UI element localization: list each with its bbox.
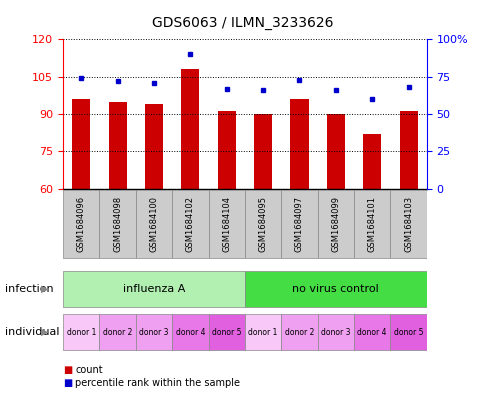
Text: no virus control: no virus control — [292, 284, 378, 294]
Text: GSM1684104: GSM1684104 — [222, 196, 231, 252]
Bar — [108, 101, 126, 189]
Text: ■: ■ — [63, 365, 72, 375]
FancyBboxPatch shape — [317, 314, 353, 350]
FancyBboxPatch shape — [390, 314, 426, 350]
Bar — [181, 69, 199, 189]
Text: donor 2: donor 2 — [103, 328, 132, 336]
FancyBboxPatch shape — [63, 271, 244, 307]
Text: infection: infection — [5, 284, 53, 294]
Text: donor 4: donor 4 — [357, 328, 386, 336]
Text: GSM1684099: GSM1684099 — [331, 196, 340, 252]
Text: donor 4: donor 4 — [175, 328, 205, 336]
Text: donor 1: donor 1 — [66, 328, 96, 336]
Text: count: count — [75, 365, 103, 375]
Bar — [326, 114, 344, 189]
FancyBboxPatch shape — [317, 190, 353, 258]
Text: GSM1684096: GSM1684096 — [76, 196, 86, 252]
FancyBboxPatch shape — [136, 190, 172, 258]
Text: ▶: ▶ — [41, 327, 48, 337]
FancyBboxPatch shape — [136, 314, 172, 350]
FancyBboxPatch shape — [99, 190, 136, 258]
FancyBboxPatch shape — [208, 314, 244, 350]
Bar — [399, 112, 417, 189]
Text: individual: individual — [5, 327, 59, 337]
Text: ▶: ▶ — [41, 284, 48, 294]
FancyBboxPatch shape — [172, 314, 208, 350]
Text: donor 5: donor 5 — [393, 328, 423, 336]
FancyBboxPatch shape — [244, 271, 426, 307]
Text: donor 3: donor 3 — [139, 328, 168, 336]
FancyBboxPatch shape — [353, 314, 390, 350]
Text: GSM1684101: GSM1684101 — [367, 196, 376, 252]
Text: GSM1684100: GSM1684100 — [149, 196, 158, 252]
Text: percentile rank within the sample: percentile rank within the sample — [75, 378, 240, 388]
Text: GSM1684095: GSM1684095 — [258, 196, 267, 252]
FancyBboxPatch shape — [353, 190, 390, 258]
Text: donor 5: donor 5 — [212, 328, 241, 336]
Text: GSM1684097: GSM1684097 — [294, 196, 303, 252]
FancyBboxPatch shape — [244, 314, 281, 350]
Text: GSM1684098: GSM1684098 — [113, 196, 122, 252]
Text: GSM1684102: GSM1684102 — [185, 196, 195, 252]
FancyBboxPatch shape — [99, 314, 136, 350]
FancyBboxPatch shape — [281, 190, 317, 258]
Text: GSM1684103: GSM1684103 — [403, 196, 412, 252]
Bar — [290, 99, 308, 189]
FancyBboxPatch shape — [281, 314, 317, 350]
Bar — [217, 112, 235, 189]
FancyBboxPatch shape — [208, 190, 244, 258]
FancyBboxPatch shape — [172, 190, 208, 258]
Bar — [363, 134, 380, 189]
FancyBboxPatch shape — [63, 190, 99, 258]
Text: ■: ■ — [63, 378, 72, 388]
FancyBboxPatch shape — [390, 190, 426, 258]
Text: GDS6063 / ILMN_3233626: GDS6063 / ILMN_3233626 — [151, 16, 333, 30]
Bar — [254, 114, 272, 189]
Bar — [72, 99, 90, 189]
FancyBboxPatch shape — [63, 314, 99, 350]
Text: donor 1: donor 1 — [248, 328, 277, 336]
Bar — [145, 104, 163, 189]
FancyBboxPatch shape — [244, 190, 281, 258]
Text: influenza A: influenza A — [122, 284, 185, 294]
Text: donor 3: donor 3 — [320, 328, 350, 336]
Text: donor 2: donor 2 — [284, 328, 314, 336]
